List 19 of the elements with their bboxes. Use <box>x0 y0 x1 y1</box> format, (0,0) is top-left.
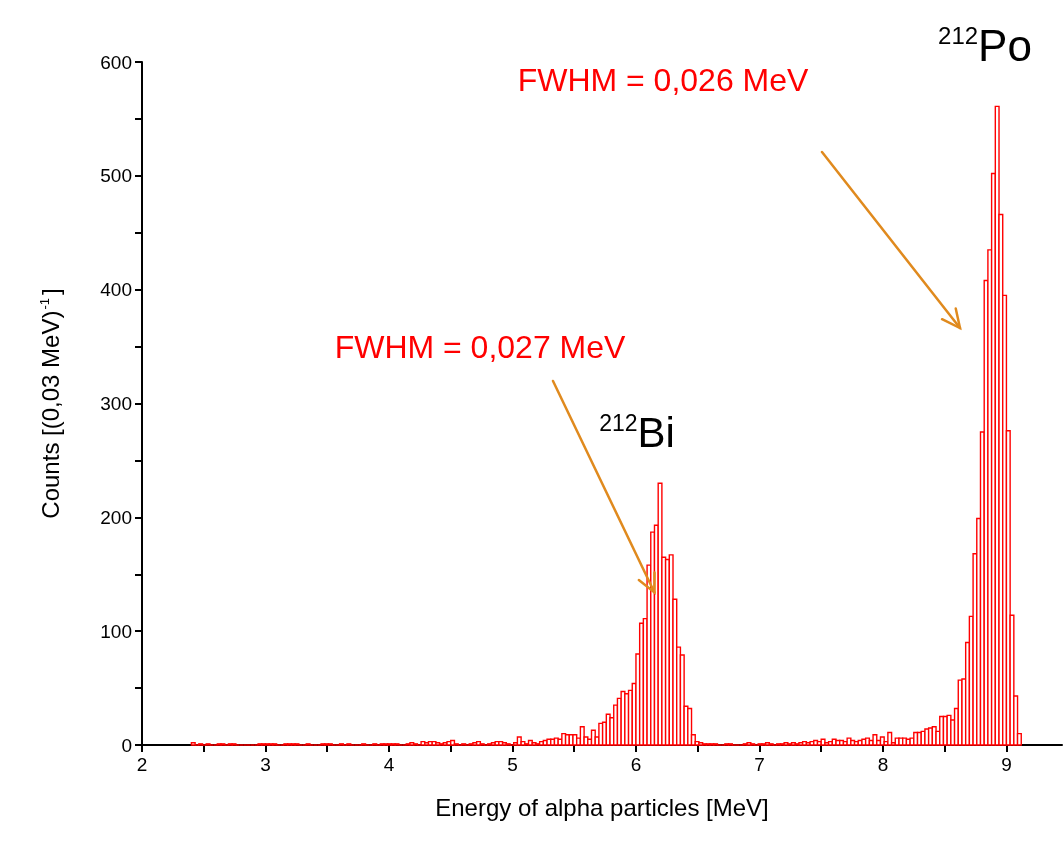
x-tick-label: 3 <box>260 754 271 775</box>
y-tick-label: 500 <box>100 165 132 187</box>
annotation: FWHM = 0,026 MeV <box>517 62 810 98</box>
annotation: FWHM = 0,027 MeV <box>334 329 627 365</box>
y-tick-label: 600 <box>100 51 132 73</box>
y-tick-label: 200 <box>100 506 132 528</box>
x-tick-label: 6 <box>630 754 642 775</box>
x-tick-label: 5 <box>507 754 518 775</box>
x-tick-label: 2 <box>136 754 148 775</box>
y-axis-title: Counts [(0,03 MeV)-1] <box>36 288 64 519</box>
y-tick-label: 0 <box>121 734 132 756</box>
y-tick-label: 400 <box>100 279 132 301</box>
x-tick-label: 9 <box>1001 754 1012 775</box>
x-tick-label: 4 <box>383 754 395 775</box>
x-tick-label: 7 <box>754 754 765 775</box>
y-tick-label: 300 <box>100 393 132 414</box>
y-tick-label: 100 <box>100 620 132 642</box>
x-tick-label: 8 <box>877 754 889 775</box>
x-axis-title: Energy of alpha particles [MeV] <box>435 793 769 821</box>
